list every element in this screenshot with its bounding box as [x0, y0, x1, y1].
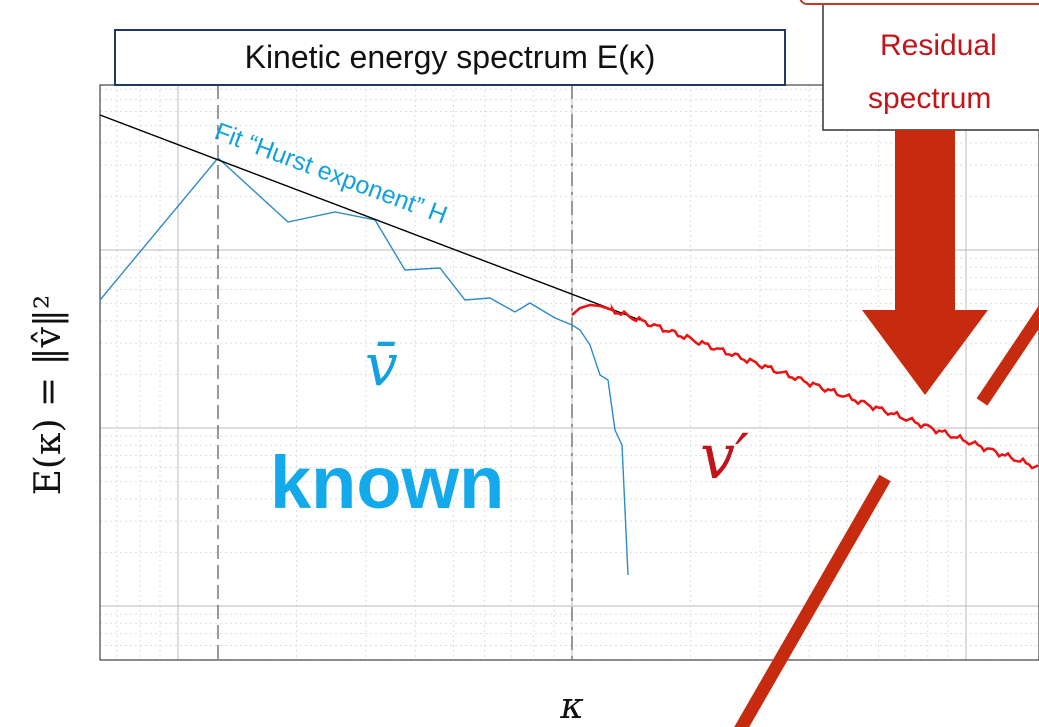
y-axis-label: E(κ) = ‖v̂‖²	[28, 295, 69, 496]
slash	[976, 305, 1039, 406]
residual-line1: Residual	[880, 29, 997, 62]
fluct-label: v′	[700, 420, 749, 493]
mean-label: v̄	[365, 331, 398, 399]
title: Kinetic energy spectrum E(κ)	[245, 39, 656, 75]
grid	[100, 85, 1039, 661]
fit-line	[99, 114, 641, 321]
residual-box	[822, 0, 1039, 131]
residual-line2: spectrum	[868, 82, 991, 115]
slash	[734, 474, 891, 727]
known-label: known	[270, 441, 504, 524]
box-edge	[799, 0, 1039, 5]
x-axis-label: κ	[559, 686, 584, 727]
title-box	[114, 29, 786, 86]
arrow	[862, 130, 988, 395]
residual-spectrum	[571, 303, 1039, 470]
mean-spectrum	[99, 156, 629, 576]
